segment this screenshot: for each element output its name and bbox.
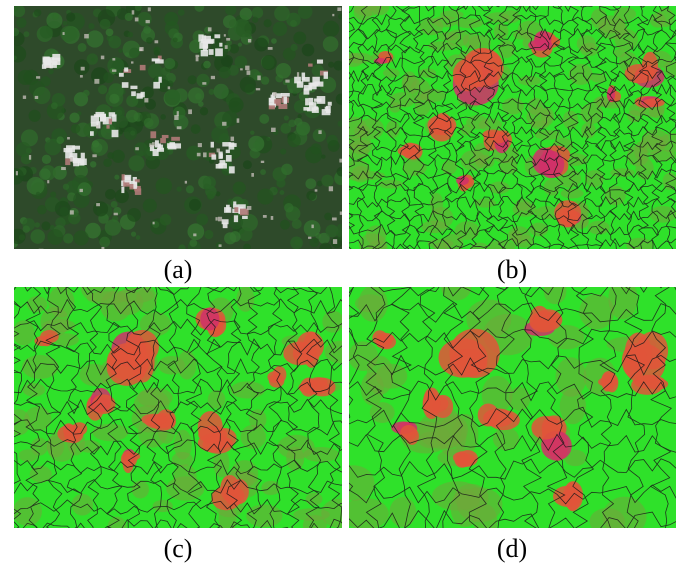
caption-a: (a) [163, 255, 193, 284]
caption-d: (d) [496, 534, 528, 563]
segmentation-map-c [14, 287, 342, 528]
segmentation-map-b [349, 6, 676, 249]
segmentation-panel-c [14, 287, 342, 528]
caption-b: (b) [496, 255, 528, 284]
segmentation-panel-b [349, 6, 676, 249]
caption-c: (c) [163, 534, 193, 563]
satellite-image-panel [14, 6, 342, 249]
satellite-image [14, 6, 342, 249]
segmentation-map-d [349, 287, 676, 528]
segmentation-panel-d [349, 287, 676, 528]
